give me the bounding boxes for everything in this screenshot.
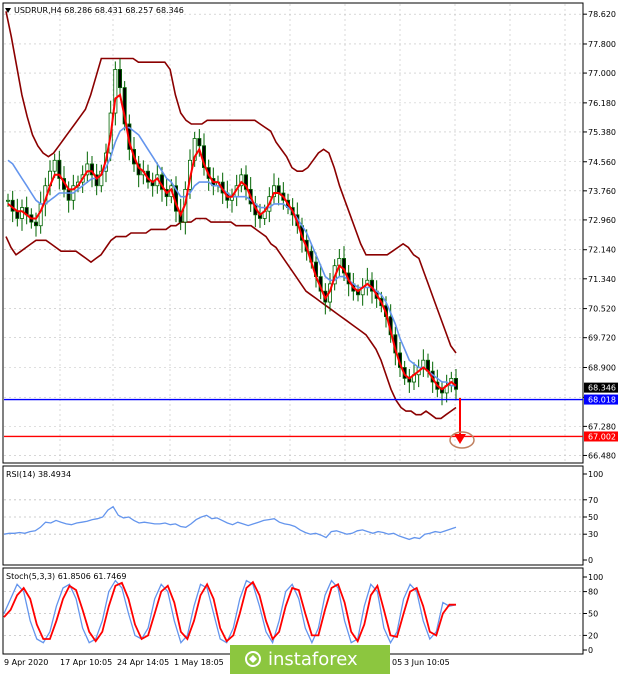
rsi-panel-frame: [2, 465, 584, 566]
price-title-arrow: [5, 8, 11, 13]
price-tick-label: 68.900: [588, 363, 616, 372]
time-tick-label: 3 Jun 10:05: [404, 658, 450, 667]
candle-body: [239, 174, 244, 187]
osc-tick-label: 50: [588, 610, 598, 619]
instaforex-logo-icon: [245, 651, 261, 667]
price-tick-label: 72.960: [588, 216, 616, 225]
price-tick-label: 73.760: [588, 187, 616, 196]
osc-tick-label: 0: [588, 556, 593, 565]
price-axis: 78.620 77.800 77.000 76.180 75.380 74.560 73.7…: [583, 10, 616, 460]
price-tick-label: 76.180: [588, 99, 616, 108]
price-tick-label: 72.140: [588, 246, 616, 255]
horizontal-levels: 68.018 67.002 68.346: [4, 382, 618, 442]
current-price-label: 68.346: [588, 384, 616, 393]
candle-body: [57, 159, 62, 179]
candle-body: [52, 159, 57, 172]
candle-body: [113, 69, 118, 114]
candle-body: [118, 69, 123, 89]
stoch-title: Stoch(5,3,3) 61.8506 61.7469: [6, 572, 126, 581]
osc-tick-label: 100: [588, 470, 603, 479]
rsi-line: [3, 505, 457, 541]
candle-body: [276, 185, 281, 194]
level-tag-label: 67.002: [588, 432, 616, 441]
price-tick-label: 70.520: [588, 305, 616, 314]
stoch-axis: 100 80 50 20 0: [583, 573, 603, 655]
price-chart-title: USDRUR,H4 68.286 68.431 68.257 68.346: [14, 6, 184, 15]
price-tick-label: 69.720: [588, 334, 616, 343]
osc-tick-label: 30: [588, 530, 598, 539]
price-tick-label: 74.560: [588, 158, 616, 167]
time-tick-label: 1 May 18:05: [174, 658, 224, 667]
price-tick-label: 71.340: [588, 275, 616, 284]
red-ma-line: [7, 93, 457, 391]
candle-body: [197, 138, 202, 147]
candle-body: [15, 210, 20, 219]
rsi-levels: [4, 499, 583, 535]
time-tick-label: 17 Apr 10:05: [60, 658, 112, 667]
stoch-lines: [3, 579, 457, 645]
forecast-arrow: [449, 398, 475, 449]
osc-tick-label: 0: [588, 646, 593, 655]
instaforex-watermark: instaforex: [230, 645, 390, 674]
candle-body: [243, 174, 248, 190]
target-ellipse: [449, 431, 475, 449]
rsi-series-line: [3, 505, 457, 541]
rsi-axis: 100 70 50 30 0: [583, 470, 603, 565]
time-tick-label: 24 Apr 14:05: [117, 658, 169, 667]
candle-body: [99, 170, 104, 187]
price-tick-label: 66.480: [588, 451, 616, 460]
level-tag-label: 68.018: [588, 396, 616, 405]
current-price-tag: [584, 382, 618, 393]
osc-tick-label: 50: [588, 513, 598, 522]
price-tick-label: 78.620: [588, 10, 616, 19]
level-tag: [584, 431, 618, 442]
time-tick-label: 9 Apr 2020: [4, 658, 48, 667]
stoch-main-line: [3, 579, 457, 645]
stoch-signal-line: [3, 580, 456, 644]
osc-tick-label: 80: [588, 588, 598, 597]
osc-tick-label: 20: [588, 631, 598, 640]
osc-tick-label: 100: [588, 573, 603, 582]
candle-body: [90, 163, 95, 176]
osc-tick-label: 70: [588, 496, 598, 505]
candle-body: [85, 163, 90, 176]
price-tick-label: 67.280: [588, 422, 616, 431]
candle-body: [34, 221, 39, 227]
time-tick-label: 05: [392, 658, 402, 667]
level-tag: [584, 394, 618, 405]
candle-body: [6, 199, 11, 202]
price-tick-label: 75.380: [588, 128, 616, 137]
candle-body: [94, 174, 99, 187]
watermark-text: instaforex: [268, 649, 358, 670]
lower-band-line: [5, 217, 457, 420]
price-panel-frame: [2, 2, 584, 464]
rsi-title: RSI(14) 38.4934: [6, 470, 71, 479]
candle-body: [341, 258, 346, 274]
candle-body: [66, 188, 71, 201]
time-axis: 9 Apr 2020 17 Apr 10:05 24 Apr 14:05 1 May …: [4, 658, 450, 667]
price-tick-label: 77.800: [588, 40, 616, 49]
price-tick-label: 77.000: [588, 69, 616, 78]
candle-body: [271, 185, 276, 198]
envelope-bands: [5, 11, 457, 420]
upper-band-line: [5, 11, 457, 354]
moving-averages: [7, 93, 457, 391]
